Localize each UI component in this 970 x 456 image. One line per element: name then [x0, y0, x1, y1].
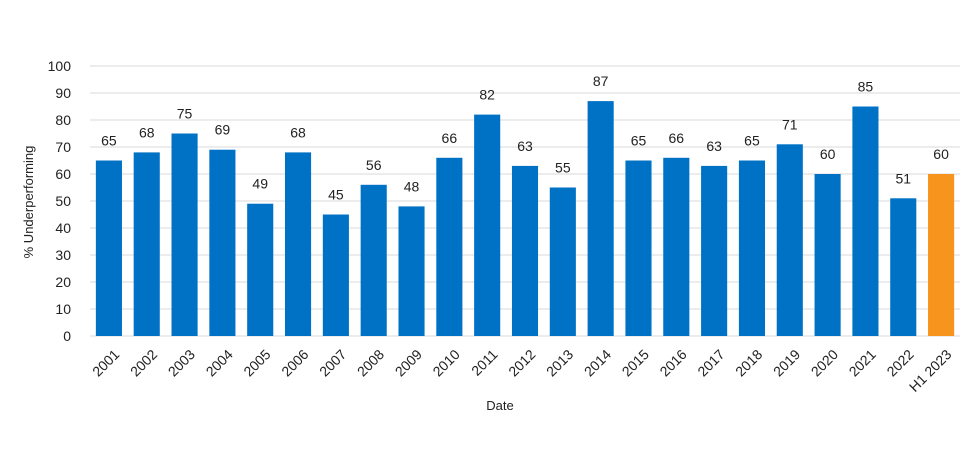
x-tick-label: 2020 — [808, 346, 841, 379]
data-labels: 65 68 75 69 49 68 45 56 48 66 82 63 55 87 65 66 63 65 71 60… — [101, 73, 949, 202]
x-tick-label: 2005 — [240, 346, 273, 379]
x-tick-label: 2016 — [656, 346, 689, 379]
bar-2003 — [171, 133, 198, 336]
data-label: 48 — [404, 178, 420, 194]
bars — [95, 101, 955, 336]
y-tick-label: 70 — [55, 139, 71, 155]
x-tick-label: 2013 — [543, 346, 576, 379]
bar-2017 — [701, 165, 728, 336]
bar-2005 — [247, 203, 274, 336]
data-label: 82 — [479, 87, 495, 103]
bar-2013 — [549, 187, 576, 336]
data-label: 87 — [593, 73, 609, 89]
data-label: 71 — [782, 116, 798, 132]
y-tick-label: 50 — [55, 193, 71, 209]
x-tick-label: 2002 — [127, 346, 160, 379]
bar-2016 — [663, 157, 690, 336]
x-tick-label: H1 2023 — [906, 346, 955, 395]
bar-2012 — [511, 165, 539, 336]
x-tick-label: 2015 — [619, 346, 652, 379]
x-tick-label: 2021 — [846, 346, 879, 379]
data-label: 66 — [669, 130, 685, 146]
bar-2022 — [890, 198, 917, 336]
x-tick-label: 2007 — [316, 346, 349, 379]
bar-h1-2023 — [928, 174, 955, 336]
x-tick-label: 2014 — [581, 346, 614, 379]
y-tick-label: 60 — [55, 166, 71, 182]
data-label: 68 — [139, 124, 155, 140]
x-tick-label: 2017 — [694, 346, 727, 379]
data-label: 60 — [933, 146, 949, 162]
bar-2021 — [852, 106, 879, 336]
y-tick-label: 10 — [55, 301, 71, 317]
y-tick-label: 40 — [55, 220, 71, 236]
bar-2019 — [776, 144, 803, 336]
bar-2014 — [587, 101, 614, 336]
x-axis-ticks: 2001 2002 2003 2004 2005 2006 2007 2008 2009 2010… — [89, 346, 955, 395]
x-tick-label: 2001 — [89, 346, 122, 379]
x-tick-label: 2008 — [354, 346, 387, 379]
data-label: 60 — [820, 146, 836, 162]
data-label: 63 — [517, 138, 533, 154]
y-axis-title: % Underperforming — [21, 146, 36, 259]
data-label: 75 — [177, 106, 193, 122]
data-label: 49 — [252, 176, 268, 192]
x-tick-label: 2009 — [392, 346, 425, 379]
x-tick-label: 2019 — [770, 346, 803, 379]
data-label: 69 — [215, 122, 231, 138]
y-tick-label: 30 — [55, 247, 71, 263]
bar-2002 — [133, 152, 160, 336]
x-tick-label: 2012 — [505, 346, 538, 379]
x-tick-label: 2003 — [165, 346, 198, 379]
data-label: 68 — [290, 124, 306, 140]
data-label: 55 — [555, 160, 571, 176]
bar-2018 — [738, 160, 766, 336]
bar-2007 — [322, 214, 349, 336]
x-tick-label: 2010 — [429, 346, 462, 379]
x-tick-label: 2018 — [732, 346, 765, 379]
data-label: 65 — [101, 133, 117, 149]
x-axis-title: Date — [486, 398, 513, 413]
bar-2001 — [95, 160, 122, 336]
data-label: 45 — [328, 187, 344, 203]
data-label: 65 — [631, 133, 647, 149]
x-tick-label: 2011 — [468, 346, 501, 379]
y-tick-label: 20 — [55, 274, 71, 290]
data-label: 56 — [366, 157, 382, 173]
bar-2004 — [209, 149, 236, 336]
data-label: 85 — [858, 79, 874, 95]
bar-2015 — [625, 160, 652, 336]
data-label: 66 — [442, 130, 458, 146]
bar-2010 — [436, 157, 463, 336]
y-tick-label: 80 — [55, 112, 71, 128]
data-label: 65 — [744, 133, 760, 149]
y-tick-label: 0 — [63, 328, 71, 344]
y-axis-ticks: 0 10 20 30 40 50 60 70 80 90 100 — [48, 58, 72, 344]
bar-2009 — [398, 206, 425, 336]
data-label: 63 — [706, 138, 722, 154]
bar-2011 — [474, 114, 501, 336]
y-tick-label: 90 — [55, 85, 71, 101]
x-tick-label: 2006 — [278, 346, 311, 379]
x-tick-label: 2004 — [203, 346, 236, 379]
bar-2020 — [814, 174, 841, 336]
bar-2006 — [284, 152, 312, 336]
data-label: 51 — [895, 170, 911, 186]
x-tick-label: 2022 — [883, 346, 916, 379]
y-tick-label: 100 — [48, 58, 72, 74]
bar-2008 — [360, 184, 387, 336]
